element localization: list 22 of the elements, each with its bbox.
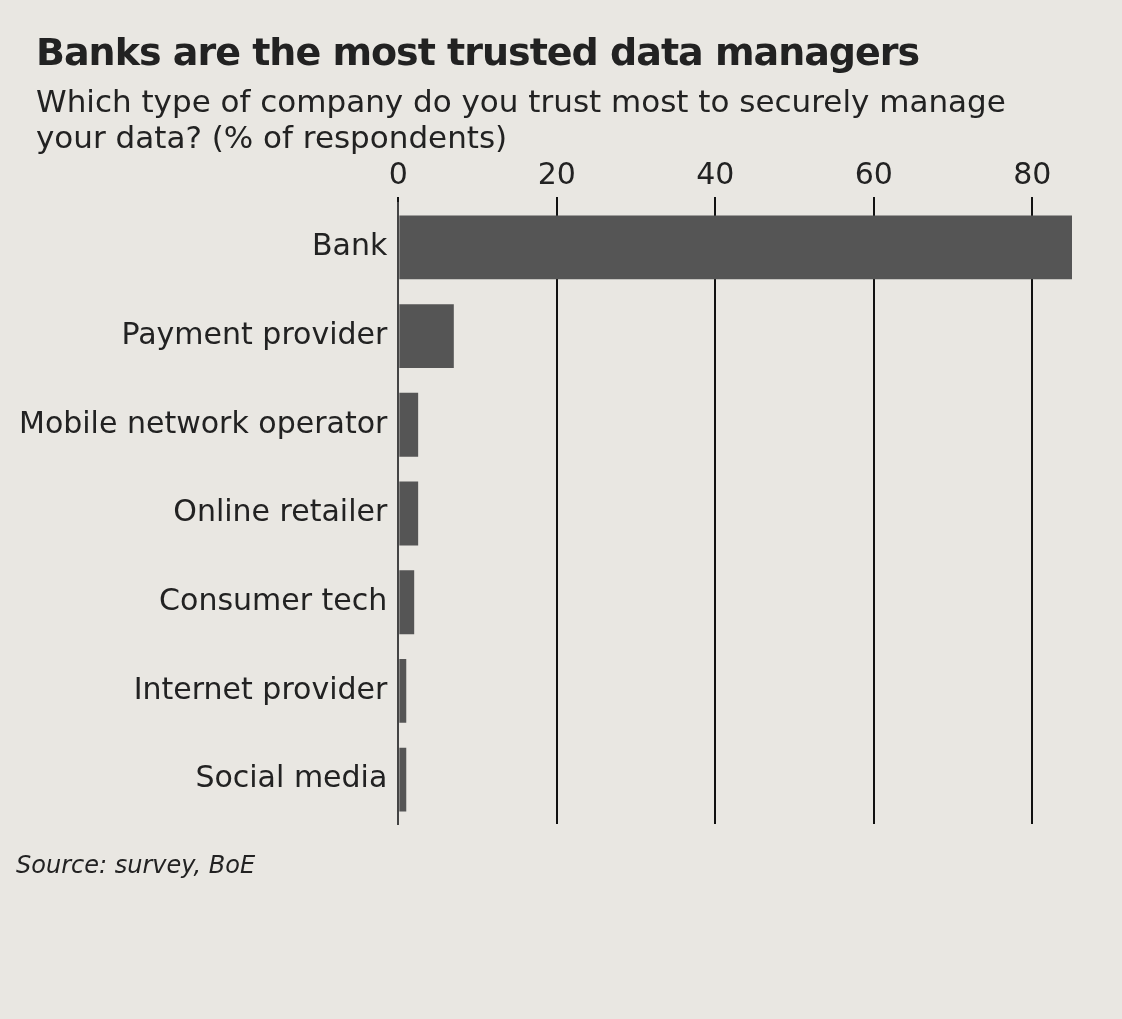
y-tick-label: Bank <box>311 227 388 263</box>
bar <box>399 570 415 635</box>
y-tick-label: Online retailer <box>173 493 388 529</box>
bar <box>399 747 407 812</box>
source-note: Source: survey, BoE <box>16 851 257 880</box>
bar <box>399 393 419 457</box>
y-tick-label: Payment provider <box>121 316 388 352</box>
y-tick-label: Social media <box>195 759 388 795</box>
x-tick-label: 0 <box>388 156 408 192</box>
x-tick-label: 80 <box>1013 156 1052 192</box>
y-tick-label: Consumer tech <box>159 582 388 618</box>
y-tick-label: Internet provider <box>133 671 388 707</box>
x-tick-label: 20 <box>537 156 576 192</box>
y-tick-label: Mobile network operator <box>18 404 388 440</box>
bar <box>399 659 407 724</box>
bar <box>399 215 1072 280</box>
x-tick-label: 60 <box>854 156 893 192</box>
bar <box>399 304 454 369</box>
chart-title: Banks are the most trusted data managers <box>36 30 921 74</box>
x-tick-label: 40 <box>696 156 735 192</box>
bar <box>399 481 419 546</box>
chart-subtitle: Which type of company do you trust most to securely manage your data? (% of respondents) <box>36 83 1007 156</box>
